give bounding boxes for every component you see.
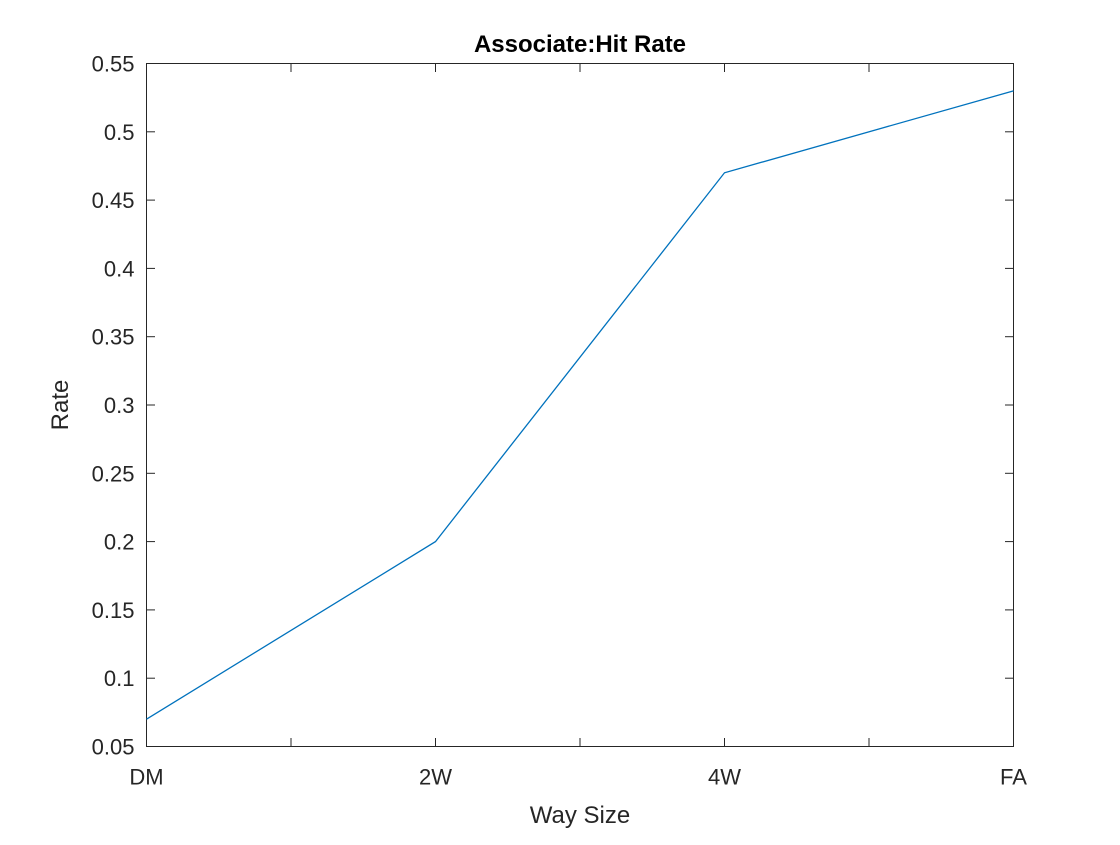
axis-ticks: [147, 64, 1014, 747]
y-tick-label: 0.25: [92, 461, 135, 486]
chart-title: Associate:Hit Rate: [474, 31, 686, 58]
y-tick-label: 0.55: [92, 52, 135, 77]
y-tick-label: 0.1: [104, 666, 135, 691]
series-group: [146, 91, 1013, 719]
y-tick-label: 0.3: [104, 393, 135, 418]
plot-area: [147, 64, 1014, 747]
y-axis-title: Rate: [47, 380, 74, 431]
x-axis-title: Way Size: [530, 802, 630, 829]
y-tick-label: 0.05: [92, 735, 135, 760]
y-tick-label: 0.15: [92, 598, 135, 623]
x-tick-label: 2W: [419, 765, 452, 790]
y-tick-label: 0.35: [92, 325, 135, 350]
x-tick-label: 4W: [708, 765, 741, 790]
y-tick-label: 0.4: [104, 256, 135, 281]
x-tick-label: FA: [1000, 765, 1027, 790]
y-tick-label: 0.5: [104, 120, 135, 145]
axis-tick-labels: 0.05 0.1 0.15 0.2 0.25 0.3 0.35 0.4 0.45 0.5 0.55 D…: [92, 52, 1028, 790]
series-line: [147, 91, 1014, 719]
y-tick-label: 0.45: [92, 188, 135, 213]
y-tick-label: 0.2: [104, 530, 135, 555]
x-tick-label: DM: [129, 765, 163, 790]
